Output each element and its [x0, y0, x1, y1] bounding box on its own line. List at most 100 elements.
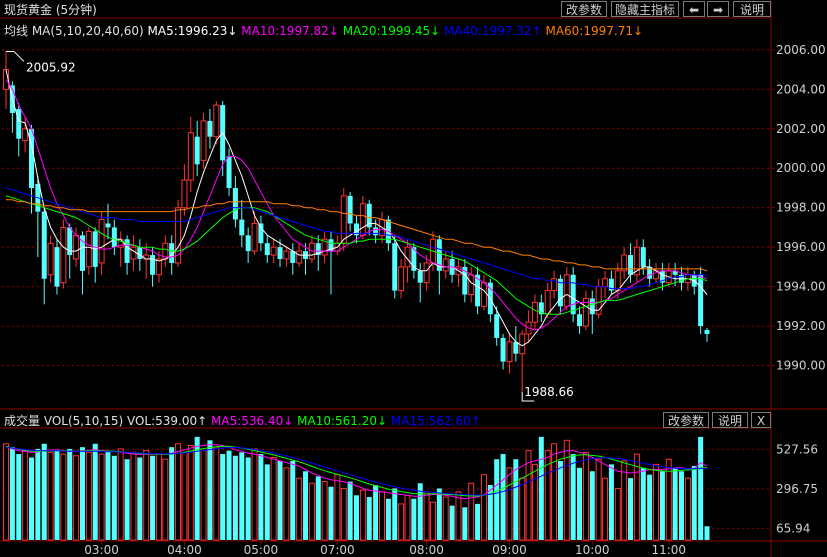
candle-body — [22, 128, 29, 142]
volume-bar — [595, 458, 602, 541]
volume-bar — [283, 467, 290, 541]
candle-body — [169, 243, 175, 263]
vol-ma10-legend: MA10:561.20↓ — [297, 414, 388, 428]
volume-bar — [207, 440, 213, 540]
ma-line-ma60 — [6, 199, 708, 272]
candle-body — [392, 243, 398, 291]
candle-body — [436, 239, 442, 271]
help-button[interactable]: 说明 — [733, 1, 771, 17]
volume-bar — [570, 454, 576, 540]
candle-body — [621, 254, 628, 272]
volume-bar — [117, 448, 124, 541]
volume-bar — [315, 476, 321, 540]
candle-body — [124, 239, 130, 263]
volume-y-tick-label: 65.94 — [776, 522, 810, 536]
arrow-left-icon[interactable]: ⬅ — [683, 1, 705, 17]
candle-body — [290, 251, 296, 263]
candle-body — [531, 301, 538, 323]
ma-line-ma40 — [5, 187, 707, 290]
volume-bar — [582, 451, 589, 541]
volume-bar — [28, 457, 34, 540]
candle-body — [28, 128, 34, 188]
candle-body — [181, 179, 188, 209]
volume-bar — [589, 471, 595, 540]
candle-body — [698, 274, 704, 327]
candle-body — [366, 203, 372, 228]
volume-legend: 成交量 VOL(5,10,15) VOL:539.00↑ MA5:536.40↓… — [4, 412, 481, 429]
candle-body — [251, 222, 258, 252]
ma-legend: 均线 MA(5,10,20,40,60) MA5:1996.23↓ MA10:1… — [4, 22, 643, 39]
candle-body — [398, 266, 405, 292]
candle-body — [640, 247, 646, 267]
candle-body — [359, 203, 366, 236]
candle-body — [283, 250, 290, 260]
volume-bar — [429, 501, 436, 541]
candle-body — [404, 246, 411, 268]
volume-bar — [124, 459, 130, 540]
volume-bar — [162, 458, 169, 541]
volume-bar — [653, 463, 660, 541]
volume-bar — [290, 460, 296, 540]
volume-change-params-button[interactable]: 改参数 — [663, 412, 709, 428]
x-tick-label: 07:00 — [320, 543, 355, 557]
volume-bar — [150, 455, 156, 540]
candle-body — [321, 238, 328, 256]
change-params-button[interactable]: 改参数 — [561, 1, 607, 17]
y-tick-label: 1998.00 — [776, 201, 826, 215]
volume-bar — [557, 460, 563, 540]
volume-bar — [538, 436, 544, 540]
candle-body — [494, 314, 500, 338]
y-tick-label: 2002.00 — [776, 122, 826, 136]
candle-body — [577, 314, 583, 327]
x-tick-label: 03:00 — [84, 543, 119, 557]
volume-bar — [551, 443, 558, 541]
candle-body — [264, 243, 270, 256]
candle-body — [213, 104, 220, 138]
candle-body — [226, 156, 232, 188]
candle-body — [608, 278, 614, 291]
arrow-right-icon[interactable]: ➡ — [707, 1, 729, 17]
candle-body — [79, 235, 85, 271]
x-tick-label: 11:00 — [651, 543, 686, 557]
candle-body — [373, 227, 379, 236]
candle-body — [150, 255, 156, 275]
volume-bar — [366, 497, 372, 540]
volume-bar — [602, 477, 609, 541]
volume-bar — [16, 454, 22, 540]
y-tick-label: 2004.00 — [776, 82, 826, 96]
volume-bar — [436, 488, 442, 540]
volume-bar — [277, 460, 283, 540]
volume-bar — [354, 495, 359, 540]
chart-title: 现货黄金 (5分钟) — [4, 3, 97, 17]
volume-bar — [334, 474, 341, 541]
volume-bar — [239, 452, 245, 540]
ma-line-ma10 — [5, 79, 708, 331]
y-tick-label: 1996.00 — [776, 240, 826, 254]
volume-bar — [659, 471, 665, 540]
volume-help-button[interactable]: 说明 — [712, 412, 748, 428]
candle-body — [423, 262, 430, 284]
candle-body — [105, 223, 111, 228]
volume-bar — [187, 444, 194, 541]
candle-body — [614, 270, 621, 292]
candle-body — [296, 250, 303, 264]
volume-bar — [417, 483, 423, 540]
volume-bar — [500, 454, 506, 540]
candle-body — [468, 274, 475, 296]
volume-bar — [130, 451, 137, 541]
volume-close-icon[interactable]: X — [751, 412, 771, 428]
volume-bar — [270, 457, 277, 541]
candle-body — [200, 120, 207, 161]
candle-body — [67, 227, 73, 256]
candle-body — [633, 246, 640, 276]
y-tick-label: 2006.00 — [776, 43, 826, 57]
candle-body — [16, 109, 22, 139]
y-tick-label: 1994.00 — [776, 280, 826, 294]
volume-bar — [143, 450, 150, 541]
y-tick-label: 1990.00 — [776, 359, 826, 373]
hide-main-indicator-button[interactable]: 隐藏主指标 — [611, 1, 679, 17]
candle-body — [232, 187, 238, 220]
ma-line-ma5 — [5, 69, 708, 347]
volume-bar — [175, 443, 182, 541]
volume-y-tick-label: 527.56 — [776, 442, 818, 456]
